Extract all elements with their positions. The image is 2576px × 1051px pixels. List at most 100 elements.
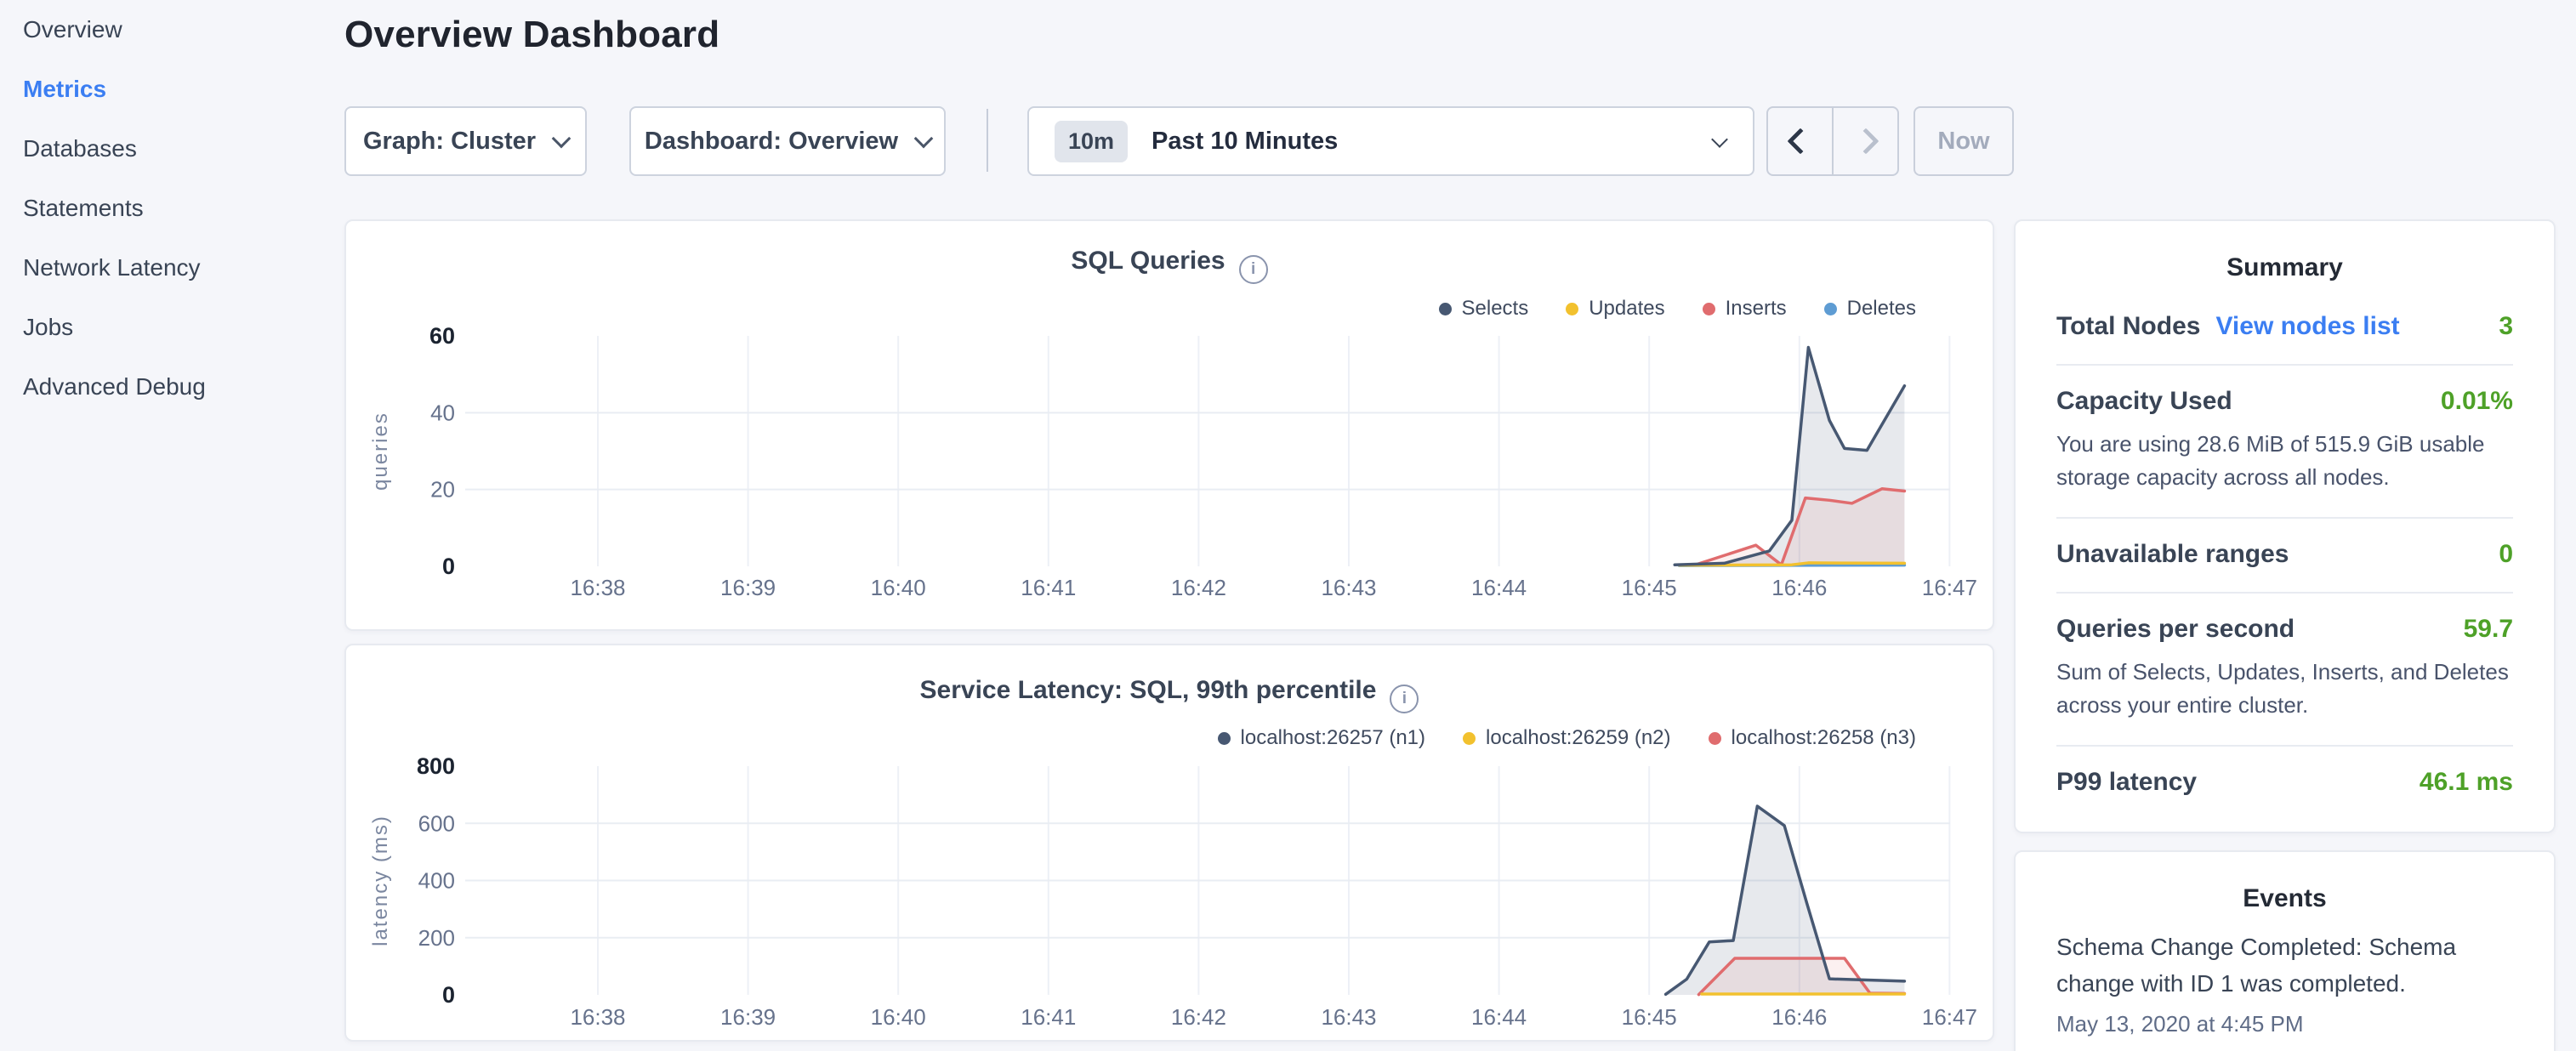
summary-row: Capacity Used0.01% — [2056, 387, 2513, 416]
events-title: Events — [2056, 884, 2513, 913]
chart-title: Service Latency: SQL, 99th percentile — [920, 676, 1377, 704]
svg-text:40: 40 — [430, 400, 455, 425]
summary-value: 3 — [2499, 312, 2513, 341]
summary-panel: Summary Total Nodes View nodes list 3 Capac… — [2014, 219, 2556, 833]
svg-text:16:45: 16:45 — [1622, 575, 1677, 600]
time-pager — [1766, 106, 1899, 176]
event-timestamp: May 13, 2020 at 4:45 PM — [2056, 1011, 2513, 1037]
summary-label: Unavailable ranges — [2056, 540, 2289, 569]
chart-title-row: SQL Queriesi — [346, 247, 1993, 284]
summary-section: Unavailable ranges0 — [2056, 517, 2513, 592]
legend-dot-icon — [1703, 303, 1715, 315]
graph-dropdown[interactable]: Graph: Cluster — [344, 106, 587, 176]
summary-section: P99 latency46.1 ms — [2056, 745, 2513, 820]
chart-legend: localhost:26257 (n1) localhost:26259 (n2)… — [346, 725, 1916, 751]
legend-dot-icon — [1463, 732, 1476, 745]
svg-text:16:38: 16:38 — [570, 1004, 625, 1030]
legend-dot-icon — [1824, 303, 1837, 315]
sidebar-item-jobs[interactable]: Jobs — [0, 298, 340, 357]
svg-text:16:39: 16:39 — [720, 575, 776, 600]
legend-label: localhost:26257 (n1) — [1241, 726, 1425, 750]
summary-row: P99 latency46.1 ms — [2056, 768, 2513, 797]
svg-text:16:47: 16:47 — [1922, 575, 1977, 600]
chart-title-row: Service Latency: SQL, 99th percentile i — [346, 676, 1993, 713]
legend-item: localhost:26259 (n2) — [1463, 726, 1670, 750]
sidebar-item-advanced-debug[interactable]: Advanced Debug — [0, 357, 340, 417]
legend-item: Deletes — [1824, 297, 1916, 321]
sidebar-item-overview[interactable]: Overview — [0, 0, 340, 60]
view-nodes-list-link[interactable]: View nodes list — [2215, 312, 2399, 341]
sql-queries-chart-card: SQL Queriesi Selects Updates Inserts Delete… — [344, 219, 1994, 631]
summary-section: Capacity Used0.01%You are using 28.6 MiB… — [2056, 364, 2513, 517]
svg-text:16:47: 16:47 — [1922, 1004, 1977, 1030]
svg-text:16:41: 16:41 — [1021, 575, 1076, 600]
chart-plot-area[interactable]: 16:3816:3916:4016:4116:4216:4316:4416:45… — [346, 754, 1993, 1048]
arrow-left-icon — [1787, 128, 1813, 154]
svg-text:400: 400 — [418, 868, 455, 894]
summary-section: Total Nodes View nodes list 3 — [2056, 291, 2513, 364]
svg-text:16:43: 16:43 — [1321, 1004, 1376, 1030]
svg-text:0: 0 — [442, 554, 455, 579]
legend-item: Selects — [1439, 297, 1529, 321]
events-list: Schema Change Completed: Schema change w… — [2056, 929, 2513, 1037]
overview-dashboard-page: OverviewMetricsDatabasesStatementsNetwor… — [0, 0, 2576, 1051]
legend-dot-icon — [1709, 732, 1721, 745]
sidebar-item-metrics[interactable]: Metrics — [0, 60, 340, 119]
legend-label: Inserts — [1726, 297, 1787, 321]
legend-dot-icon — [1566, 303, 1578, 315]
info-icon[interactable]: i — [1239, 255, 1268, 284]
legend-item: Updates — [1566, 297, 1664, 321]
svg-text:16:44: 16:44 — [1471, 1004, 1527, 1030]
legend-label: localhost:26258 (n3) — [1732, 726, 1916, 750]
chart-plot-area[interactable]: 16:3816:3916:4016:4116:4216:4316:4416:45… — [346, 325, 1993, 618]
svg-text:latency (ms): latency (ms) — [369, 815, 392, 946]
summary-description: Sum of Selects, Updates, Inserts, and De… — [2056, 656, 2513, 722]
event-item: Schema Change Completed: Schema change w… — [2056, 929, 2513, 1037]
svg-text:20: 20 — [430, 477, 455, 503]
legend-item: localhost:26258 (n3) — [1709, 726, 1916, 750]
summary-value: 59.7 — [2464, 615, 2513, 644]
time-range-picker[interactable]: 10m Past 10 Minutes — [1027, 106, 1754, 176]
dashboard-dropdown[interactable]: Dashboard: Overview — [629, 106, 946, 176]
sidebar-nav: OverviewMetricsDatabasesStatementsNetwor… — [0, 0, 340, 1051]
svg-text:16:41: 16:41 — [1021, 1004, 1076, 1030]
svg-text:0: 0 — [442, 982, 455, 1008]
chart-legend: Selects Updates Inserts Deletes — [346, 296, 1916, 321]
arrow-right-icon — [1852, 128, 1879, 154]
legend-item: localhost:26257 (n1) — [1218, 726, 1425, 750]
sidebar-item-statements[interactable]: Statements — [0, 179, 340, 238]
time-prev-button[interactable] — [1768, 108, 1834, 174]
chevron-down-icon — [1711, 131, 1728, 148]
time-range-label: Past 10 Minutes — [1152, 128, 1338, 156]
svg-text:16:39: 16:39 — [720, 1004, 776, 1030]
time-next-button[interactable] — [1834, 108, 1897, 174]
svg-text:16:45: 16:45 — [1622, 1004, 1677, 1030]
svg-text:16:40: 16:40 — [871, 1004, 926, 1030]
summary-row: Total Nodes View nodes list 3 — [2056, 312, 2513, 341]
legend-label: Updates — [1589, 297, 1664, 321]
legend-label: localhost:26259 (n2) — [1486, 726, 1670, 750]
svg-text:16:46: 16:46 — [1771, 575, 1827, 600]
summary-row: Unavailable ranges0 — [2056, 540, 2513, 569]
sidebar-item-network-latency[interactable]: Network Latency — [0, 238, 340, 298]
svg-text:800: 800 — [417, 754, 455, 779]
graph-dropdown-label: Graph: Cluster — [363, 128, 536, 156]
now-button[interactable]: Now — [1914, 106, 2014, 176]
time-range-badge: 10m — [1055, 121, 1128, 162]
chevron-down-icon — [552, 129, 571, 149]
svg-text:16:38: 16:38 — [570, 575, 625, 600]
svg-text:16:46: 16:46 — [1771, 1004, 1827, 1030]
summary-label: Total Nodes — [2056, 312, 2200, 341]
summary-row: Queries per second 59.7 — [2056, 615, 2513, 644]
chevron-down-icon — [914, 129, 934, 149]
legend-label: Selects — [1462, 297, 1529, 321]
summary-label: Queries per second — [2056, 615, 2295, 644]
info-icon[interactable]: i — [1390, 685, 1419, 713]
sidebar-item-databases[interactable]: Databases — [0, 119, 340, 179]
summary-rows: Total Nodes View nodes list 3 Capacity Used… — [2056, 291, 2513, 820]
svg-text:16:44: 16:44 — [1471, 575, 1527, 600]
summary-title: Summary — [2056, 253, 2513, 282]
svg-text:60: 60 — [429, 325, 455, 349]
legend-label: Deletes — [1847, 297, 1916, 321]
summary-label: Capacity Used — [2056, 387, 2232, 416]
